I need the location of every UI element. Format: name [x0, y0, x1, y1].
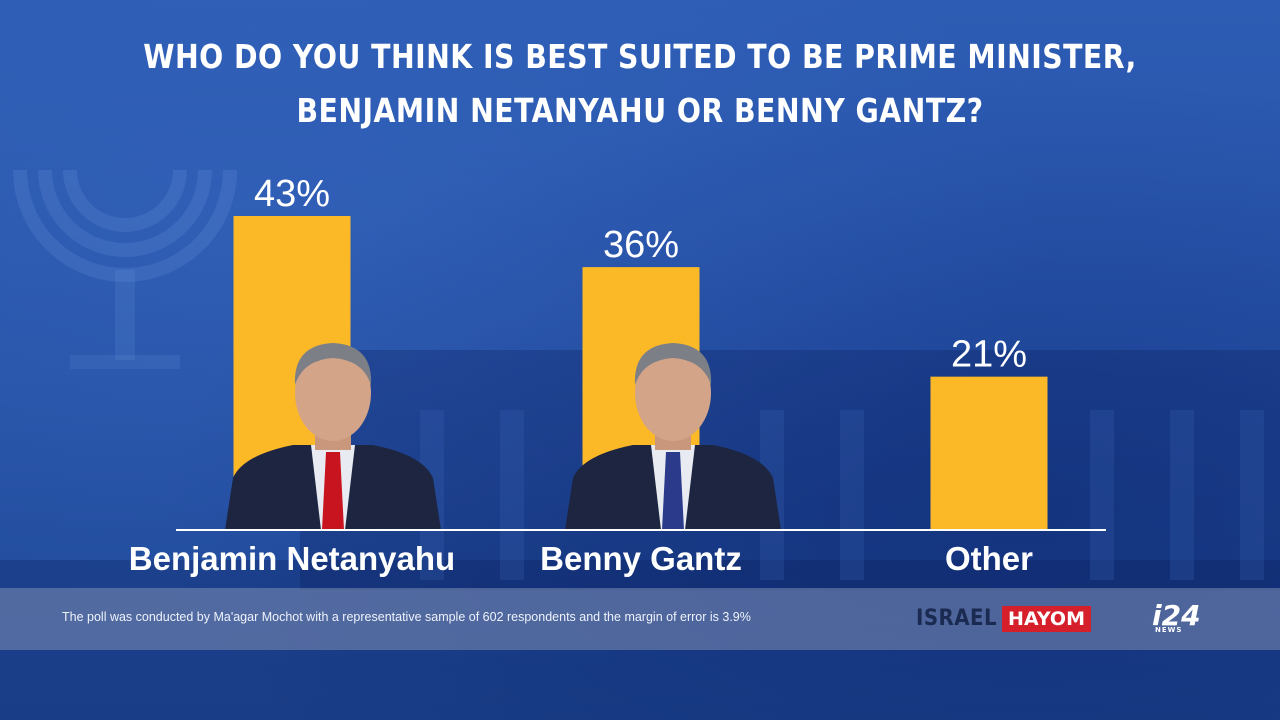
gantz-photo-tie — [662, 452, 684, 530]
netanyahu-photo — [225, 343, 441, 530]
chart-title-line-2: BENJAMIN NETANYAHU OR BENNY GANTZ? — [296, 91, 984, 130]
poll-footnote: The poll was conducted by Ma'agar Mochot… — [62, 610, 751, 624]
category-label-other: Other — [945, 540, 1033, 577]
i24-news-logo: i24 NEWS — [1152, 600, 1214, 640]
bar-other — [930, 376, 1048, 530]
israel-hayom-logo: ISRAEL HAYOM — [916, 606, 1091, 632]
i24-logo-main: i24 — [1152, 599, 1201, 632]
category-label-benjamin-netanyahu: Benjamin Netanyahu — [129, 540, 455, 577]
value-label-benjamin-netanyahu: 43% — [254, 173, 330, 215]
photos-group — [225, 343, 781, 530]
value-label-benny-gantz: 36% — [603, 224, 679, 266]
footer-bar: The poll was conducted by Ma'agar Mochot… — [0, 588, 1280, 650]
netanyahu-photo-head — [295, 345, 371, 441]
netanyahu-photo-tie — [322, 452, 344, 530]
israel-hayom-logo-israel: ISRAEL — [916, 606, 998, 631]
value-labels-group: 43% 36% 21% — [254, 173, 1027, 376]
category-labels-group: Benjamin Netanyahu Benny Gantz Other — [129, 540, 1033, 577]
i24-logo-sub: NEWS — [1155, 626, 1183, 634]
gantz-photo-head — [635, 345, 711, 441]
category-label-benny-gantz: Benny Gantz — [540, 540, 742, 577]
gantz-photo-hair — [634, 343, 712, 385]
chart-title-line-1: WHO DO YOU THINK IS BEST SUITED TO BE PR… — [143, 37, 1137, 76]
israel-hayom-logo-hayom: HAYOM — [1002, 606, 1091, 632]
value-label-other: 21% — [951, 334, 1027, 376]
chart-title: WHO DO YOU THINK IS BEST SUITED TO BE PR… — [90, 30, 1191, 138]
netanyahu-photo-hair — [294, 343, 372, 385]
gantz-photo — [565, 343, 781, 530]
